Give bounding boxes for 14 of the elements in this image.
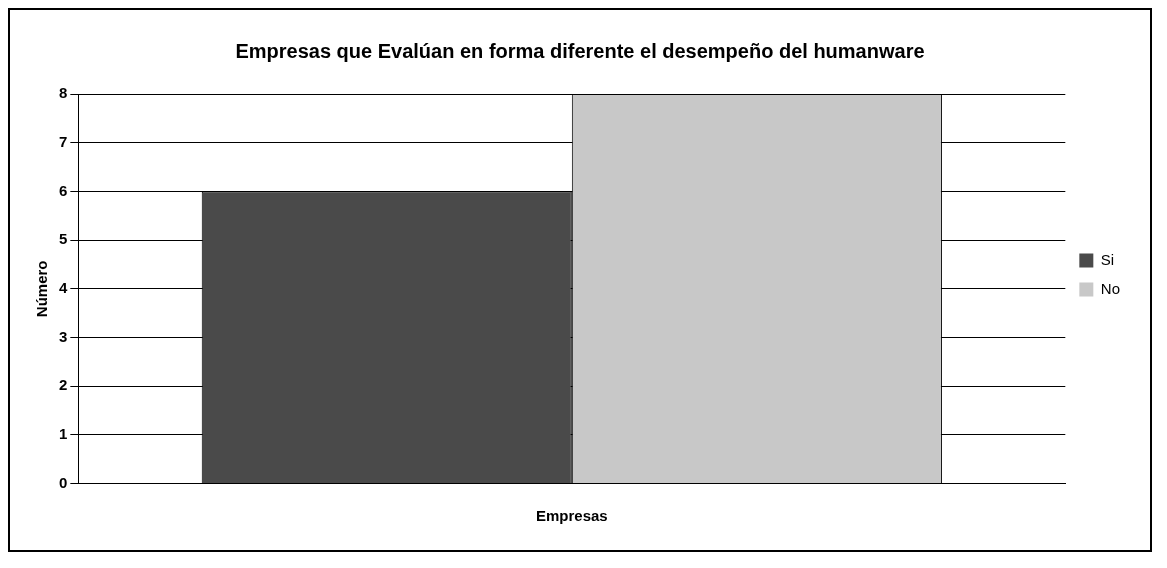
y-tick-label: 8 xyxy=(59,84,68,102)
y-tick-label: 2 xyxy=(59,376,68,394)
y-axis-title: Número xyxy=(33,260,51,318)
y-tick-label: 5 xyxy=(59,230,68,248)
y-tick-label: 1 xyxy=(59,425,68,443)
y-tick-label: 3 xyxy=(59,327,68,345)
y-tick-label: 4 xyxy=(59,278,68,296)
y-tick-label: 0 xyxy=(59,473,68,491)
legend-label: No xyxy=(1100,279,1121,297)
y-tick-label: 6 xyxy=(59,181,68,199)
y-tick-label: 7 xyxy=(59,132,68,150)
legend-label: Si xyxy=(1100,250,1115,268)
x-axis-title: Empresas xyxy=(535,507,608,525)
chart-title: Empresas que Evalúan en forma diferente el desempeño del humanware xyxy=(235,39,925,62)
